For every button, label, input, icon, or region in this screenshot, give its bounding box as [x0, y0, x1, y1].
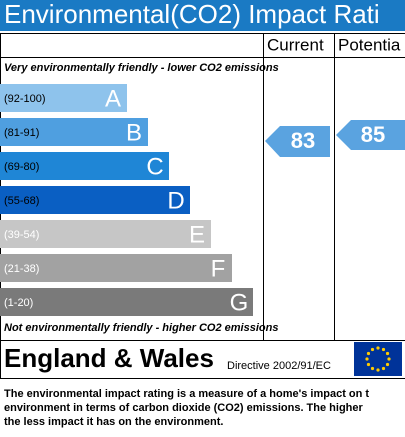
title: Environmental(CO2) Impact Rati [4, 0, 380, 29]
star [370, 366, 375, 371]
current-rating: 83 [291, 128, 315, 153]
current-header: Current [267, 35, 324, 54]
eu-stars [365, 346, 391, 372]
band [0, 186, 190, 214]
star [370, 347, 375, 352]
band-letter: D [167, 187, 184, 214]
band [0, 118, 148, 146]
band-range: (39-54) [4, 229, 39, 241]
band [0, 254, 232, 282]
band [0, 152, 169, 180]
star [381, 347, 386, 352]
star [365, 357, 369, 361]
star [385, 351, 390, 356]
band-letter: A [105, 85, 121, 112]
band-range: (55-68) [4, 195, 39, 207]
star [385, 362, 390, 367]
title-bar [0, 0, 405, 31]
star [381, 366, 386, 371]
star [366, 362, 371, 367]
bands: (92-100) A (81-91) B (69-80) C (55-68) D (39-54)… [0, 84, 253, 316]
band-range: (81-91) [4, 127, 39, 139]
star [376, 368, 380, 372]
star [376, 346, 380, 350]
band-range: (92-100) [4, 93, 46, 105]
band-range: (69-80) [4, 161, 39, 173]
directive: Directive 2002/91/EC [227, 360, 331, 372]
top-note: Very environmentally friendly - lower CO… [4, 62, 279, 74]
band-letter: F [211, 255, 226, 282]
description-line: environment in terms of carbon dioxide (… [4, 402, 364, 414]
potential-rating: 85 [361, 122, 385, 147]
current-arrow [265, 126, 330, 157]
band-range: (1-20) [4, 297, 33, 309]
potential-header: Potentia [338, 35, 401, 54]
potential-arrow [336, 120, 405, 150]
band [0, 84, 127, 112]
region: England & Wales [4, 343, 214, 373]
description-line: The environmental impact rating is a mea… [4, 388, 369, 400]
description-line: the less impact it has on the environmen… [4, 416, 223, 428]
band-letter: C [146, 153, 163, 180]
band [0, 220, 211, 248]
band-letter: B [126, 119, 142, 146]
star [366, 351, 371, 356]
band-range: (21-38) [4, 263, 39, 275]
band [0, 288, 253, 316]
band-letter: E [189, 221, 205, 248]
bottom-note: Not environmentally friendly - higher CO… [4, 322, 278, 334]
band-letter: G [230, 289, 249, 316]
star [387, 357, 391, 361]
